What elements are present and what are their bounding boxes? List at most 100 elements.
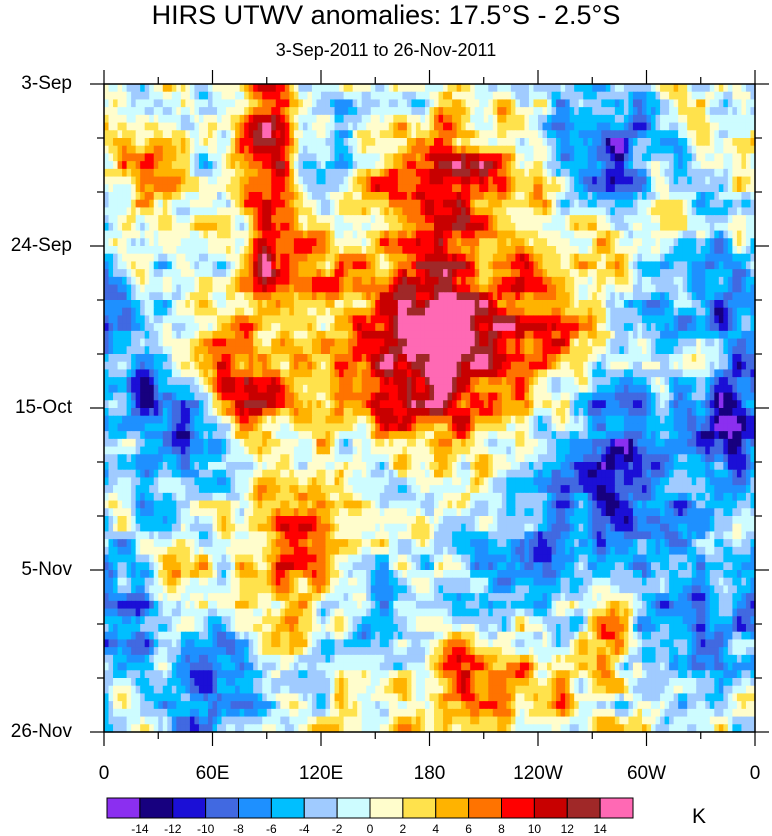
anomaly-cell — [750, 300, 756, 309]
anomaly-cell — [551, 84, 557, 93]
anomaly-cell — [465, 315, 471, 324]
anomaly-cell — [316, 130, 322, 139]
anomaly-cell — [741, 192, 747, 201]
anomaly-cell — [104, 130, 110, 139]
anomaly-cell — [352, 184, 358, 193]
anomaly-cell — [194, 284, 200, 293]
anomaly-cell — [741, 246, 747, 255]
anomaly-cell — [741, 153, 747, 162]
anomaly-cell — [266, 300, 272, 309]
anomaly-cell — [348, 215, 354, 224]
anomaly-cell — [479, 130, 485, 139]
anomaly-cell — [651, 99, 657, 108]
anomaly-cell — [669, 246, 675, 255]
anomaly-cell — [226, 315, 232, 324]
anomaly-cell — [239, 145, 245, 155]
anomaly-cell — [293, 284, 299, 293]
anomaly-cell — [601, 138, 607, 147]
anomaly-cell — [135, 199, 141, 209]
anomaly-cell — [565, 246, 571, 255]
anomaly-cell — [284, 284, 290, 293]
anomaly-cell — [117, 84, 123, 93]
anomaly-cell — [284, 292, 290, 301]
anomaly-cell — [348, 176, 354, 185]
anomaly-cell — [189, 346, 196, 355]
anomaly-cell — [619, 114, 625, 124]
anomaly-cell — [420, 145, 426, 155]
anomaly-cell — [483, 215, 489, 224]
anomaly-cell — [370, 323, 376, 332]
anomaly-cell — [108, 199, 114, 209]
anomaly-cell — [583, 153, 589, 162]
anomaly-cell — [709, 145, 715, 155]
anomaly-cell — [682, 269, 688, 278]
anomaly-cell — [524, 230, 530, 239]
anomaly-cell — [687, 230, 693, 239]
anomaly-cell — [623, 323, 630, 332]
anomaly-cell — [180, 222, 186, 232]
anomaly-cell — [113, 91, 119, 101]
anomaly-cell — [438, 168, 444, 178]
anomaly-cell — [194, 276, 200, 286]
anomaly-cell — [578, 122, 584, 131]
anomaly-cell — [438, 222, 444, 232]
anomaly-cell — [239, 300, 245, 309]
anomaly-cell — [443, 91, 449, 101]
anomaly-cell — [506, 107, 512, 116]
anomaly-cell — [266, 238, 272, 247]
anomaly-cell — [614, 107, 620, 116]
anomaly-cell — [325, 261, 331, 270]
anomaly-cell — [628, 315, 634, 324]
anomaly-cell — [122, 300, 128, 309]
anomaly-cell — [393, 222, 399, 232]
anomaly-cell — [488, 276, 494, 286]
anomaly-cell — [705, 315, 711, 324]
anomaly-cell — [307, 215, 313, 224]
anomaly-cell — [682, 145, 688, 155]
anomaly-cell — [651, 284, 657, 293]
anomaly-cell — [217, 114, 223, 124]
anomaly-cell — [452, 222, 458, 232]
anomaly-cell — [691, 153, 697, 162]
anomaly-cell — [198, 199, 205, 209]
anomaly-cell — [619, 338, 625, 347]
anomaly-cell — [253, 330, 259, 340]
anomaly-cell — [551, 99, 557, 108]
anomaly-cell — [198, 138, 205, 147]
anomaly-cell — [415, 276, 422, 286]
anomaly-cell — [610, 246, 616, 255]
anomaly-cell — [388, 300, 394, 309]
anomaly-cell — [614, 238, 620, 247]
anomaly-cell — [560, 215, 566, 224]
anomaly-cell — [700, 284, 706, 293]
anomaly-cell — [311, 168, 318, 178]
anomaly-cell — [384, 261, 390, 270]
anomaly-cell — [253, 338, 259, 347]
anomaly-cell — [641, 114, 648, 124]
anomaly-cell — [465, 107, 471, 116]
anomaly-cell — [275, 222, 281, 232]
anomaly-cell — [343, 253, 349, 263]
anomaly-cell — [524, 184, 530, 193]
anomaly-cell — [560, 145, 566, 155]
anomaly-cell — [456, 284, 462, 293]
anomaly-cell — [601, 284, 607, 293]
anomaly-cell — [669, 199, 675, 209]
anomaly-cell — [705, 269, 711, 278]
anomaly-cell — [709, 230, 715, 239]
anomaly-cell — [307, 300, 313, 309]
anomaly-cell — [135, 269, 141, 278]
anomaly-cell — [379, 138, 385, 147]
anomaly-cell — [605, 122, 611, 131]
anomaly-cell — [131, 176, 137, 185]
anomaly-cell — [402, 184, 408, 193]
anomaly-cell — [461, 99, 467, 108]
anomaly-cell — [262, 114, 268, 124]
anomaly-cell — [434, 192, 440, 201]
anomaly-cell — [167, 315, 173, 324]
anomaly-cell — [415, 261, 422, 270]
anomaly-cell — [519, 246, 526, 255]
anomaly-cell — [194, 269, 200, 278]
anomaly-cell — [275, 138, 281, 147]
anomaly-cell — [280, 330, 286, 340]
